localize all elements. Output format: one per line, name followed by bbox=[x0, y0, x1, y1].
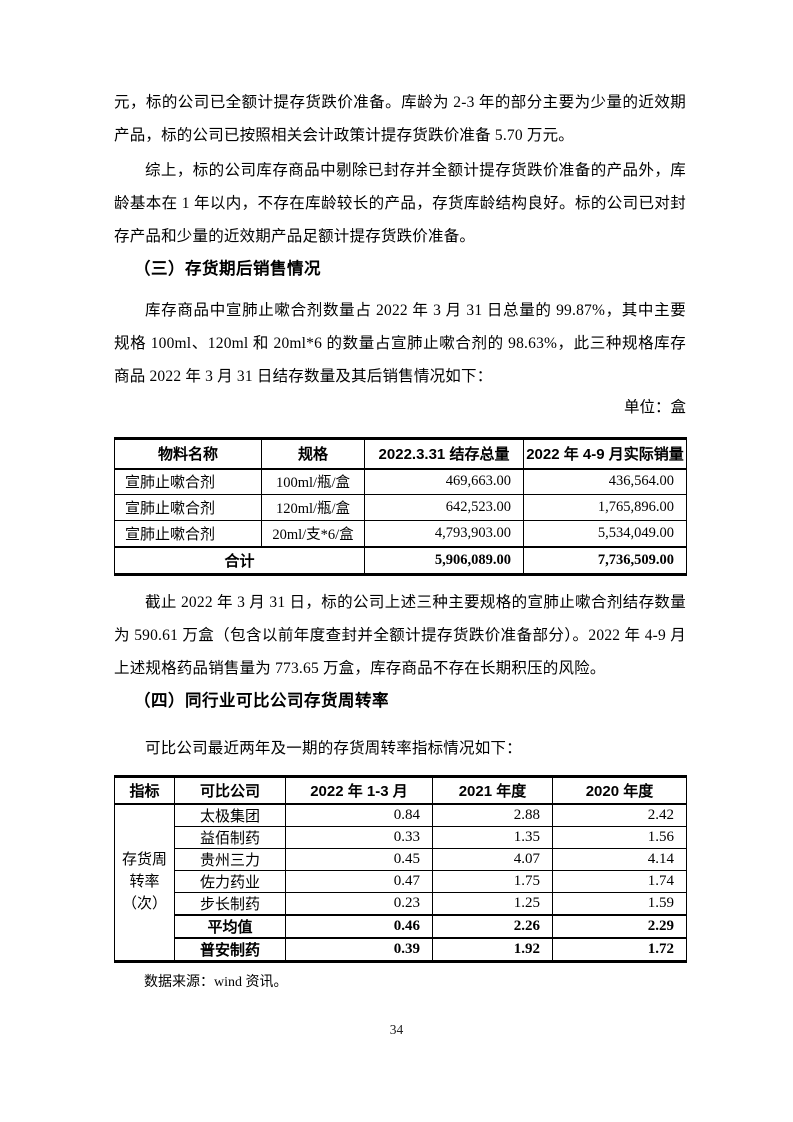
value-cell: 0.33 bbox=[285, 825, 433, 849]
column-header-2020: 2020 年度 bbox=[552, 776, 687, 805]
column-header-indicator: 指标 bbox=[114, 776, 175, 805]
subject-company-cell: 普安制药 bbox=[174, 936, 286, 962]
column-header-balance: 2022.3.31 结存总量 bbox=[364, 438, 524, 470]
paragraph-sales-intro: 库存商品中宣肺止嗽合剂数量占 2022 年 3 月 31 日总量的 99.87%… bbox=[114, 302, 686, 385]
value-cell: 1.59 bbox=[552, 891, 687, 915]
table-row: 贵州三力 0.45 4.07 4.14 bbox=[115, 847, 687, 871]
value-cell: 1.25 bbox=[432, 891, 553, 915]
paragraph-balance-conclusion: 截止 2022 年 3 月 31 日，标的公司上述三种主要规格的宣肺止嗽合剂结存… bbox=[114, 594, 686, 677]
column-header-company: 可比公司 bbox=[174, 776, 286, 805]
column-header-spec: 规格 bbox=[261, 438, 365, 470]
paragraph-provision-continuation: 元，标的公司已全额计提存货跌价准备。库龄为 2-3 年的部分主要为少量的近效期产… bbox=[114, 94, 686, 144]
table-row: 步长制药 0.23 1.25 1.59 bbox=[115, 891, 687, 915]
sales-cell: 436,564.00 bbox=[523, 468, 687, 495]
table-header-row: 物料名称 规格 2022.3.31 结存总量 2022 年 4-9 月实际销量 bbox=[114, 438, 687, 470]
column-header-actual-sales: 2022 年 4-9 月实际销量 bbox=[523, 438, 687, 470]
company-cell: 益佰制药 bbox=[174, 825, 286, 849]
value-cell: 0.23 bbox=[285, 891, 433, 915]
table-row: 存货周 转率 （次） 太极集团 0.84 2.88 2.42 bbox=[114, 803, 687, 962]
indicator-line: （次） bbox=[121, 896, 167, 912]
column-header-material: 物料名称 bbox=[114, 438, 262, 470]
indicator-merged-cell: 存货周 转率 （次） bbox=[114, 803, 175, 962]
column-header-2021: 2021 年度 bbox=[432, 776, 553, 805]
value-cell: 0.47 bbox=[285, 869, 433, 893]
spec-cell: 20ml/支*6/盒 bbox=[261, 520, 365, 547]
value-cell: 0.46 bbox=[285, 913, 433, 938]
value-cell: 1.92 bbox=[432, 936, 553, 962]
table-post-period-sales: 物料名称 规格 2022.3.31 结存总量 2022 年 4-9 月实际销量 … bbox=[114, 437, 687, 576]
material-name-cell: 宣肺止嗽合剂 bbox=[114, 494, 262, 521]
average-label-cell: 平均值 bbox=[174, 913, 286, 938]
indicator-line: 转率 bbox=[129, 874, 160, 890]
table-inventory-turnover: 指标 可比公司 2022 年 1-3 月 2021 年度 2020 年度 存货周… bbox=[114, 775, 687, 963]
total-balance-cell: 5,906,089.00 bbox=[364, 545, 524, 575]
spec-cell: 100ml/瓶/盒 bbox=[261, 468, 365, 495]
company-cell: 太极集团 bbox=[174, 803, 286, 827]
table-average-row: 平均值 0.46 2.26 2.29 bbox=[115, 913, 687, 938]
table-row: 宣肺止嗽合剂 20ml/支*6/盒 4,793,903.00 5,534,049… bbox=[114, 520, 687, 547]
value-cell: 0.39 bbox=[285, 936, 433, 962]
indicator-line: 存货周 bbox=[121, 852, 167, 868]
company-cell: 步长制药 bbox=[174, 891, 286, 915]
section-heading-post-period-sales: （三）存货期后销售情况 bbox=[134, 260, 321, 278]
value-cell: 1.56 bbox=[552, 825, 687, 849]
value-cell: 0.84 bbox=[285, 803, 433, 827]
balance-cell: 642,523.00 bbox=[364, 494, 524, 521]
value-cell: 2.26 bbox=[432, 913, 553, 938]
company-cell: 佐力药业 bbox=[174, 869, 286, 893]
value-cell: 1.35 bbox=[432, 825, 553, 849]
paragraph-turnover-intro: 可比公司最近两年及一期的存货周转率指标情况如下： bbox=[145, 740, 522, 757]
section-heading-turnover-comparison: （四）同行业可比公司存货周转率 bbox=[134, 692, 389, 710]
balance-cell: 4,793,903.00 bbox=[364, 520, 524, 547]
value-cell: 4.14 bbox=[552, 847, 687, 871]
value-cell: 0.45 bbox=[285, 847, 433, 871]
material-name-cell: 宣肺止嗽合剂 bbox=[114, 468, 262, 495]
total-sales-cell: 7,736,509.00 bbox=[523, 545, 687, 575]
value-cell: 2.88 bbox=[432, 803, 553, 827]
page-number: 34 bbox=[389, 1022, 404, 1037]
column-header-2022q1: 2022 年 1-3 月 bbox=[285, 776, 433, 805]
sales-cell: 5,534,049.00 bbox=[523, 520, 687, 547]
material-name-cell: 宣肺止嗽合剂 bbox=[114, 520, 262, 547]
value-cell: 1.75 bbox=[432, 869, 553, 893]
data-source-note: 数据来源：wind 资讯。 bbox=[144, 974, 288, 990]
table-row: 益佰制药 0.33 1.35 1.56 bbox=[115, 825, 687, 849]
sales-cell: 1,765,896.00 bbox=[523, 494, 687, 521]
table-subject-company-row: 普安制药 0.39 1.92 1.72 bbox=[115, 936, 687, 962]
value-cell: 1.74 bbox=[552, 869, 687, 893]
table-row: 宣肺止嗽合剂 120ml/瓶/盒 642,523.00 1,765,896.00 bbox=[114, 494, 687, 521]
value-cell: 4.07 bbox=[432, 847, 553, 871]
table-total-row: 合计 5,906,089.00 7,736,509.00 bbox=[114, 545, 687, 575]
company-cell: 贵州三力 bbox=[174, 847, 286, 871]
table-row: 佐力药业 0.47 1.75 1.74 bbox=[115, 869, 687, 893]
balance-cell: 469,663.00 bbox=[364, 468, 524, 495]
value-cell: 1.72 bbox=[552, 936, 687, 962]
paragraph-summary-inventory-age: 综上，标的公司库存商品中剔除已封存并全额计提存货跌价准备的产品外，库龄基本在 1… bbox=[114, 162, 686, 245]
value-cell: 2.42 bbox=[552, 803, 687, 827]
page-content: 元，标的公司已全额计提存货跌价准备。库龄为 2-3 年的部分主要为少量的近效期产… bbox=[114, 86, 687, 993]
value-cell: 2.29 bbox=[552, 913, 687, 938]
spec-cell: 120ml/瓶/盒 bbox=[261, 494, 365, 521]
table-header-row: 指标 可比公司 2022 年 1-3 月 2021 年度 2020 年度 bbox=[114, 776, 687, 805]
table-row: 宣肺止嗽合剂 100ml/瓶/盒 469,663.00 436,564.00 bbox=[114, 468, 687, 495]
total-label-cell: 合计 bbox=[114, 545, 365, 575]
unit-note: 单位：盒 bbox=[623, 399, 686, 416]
